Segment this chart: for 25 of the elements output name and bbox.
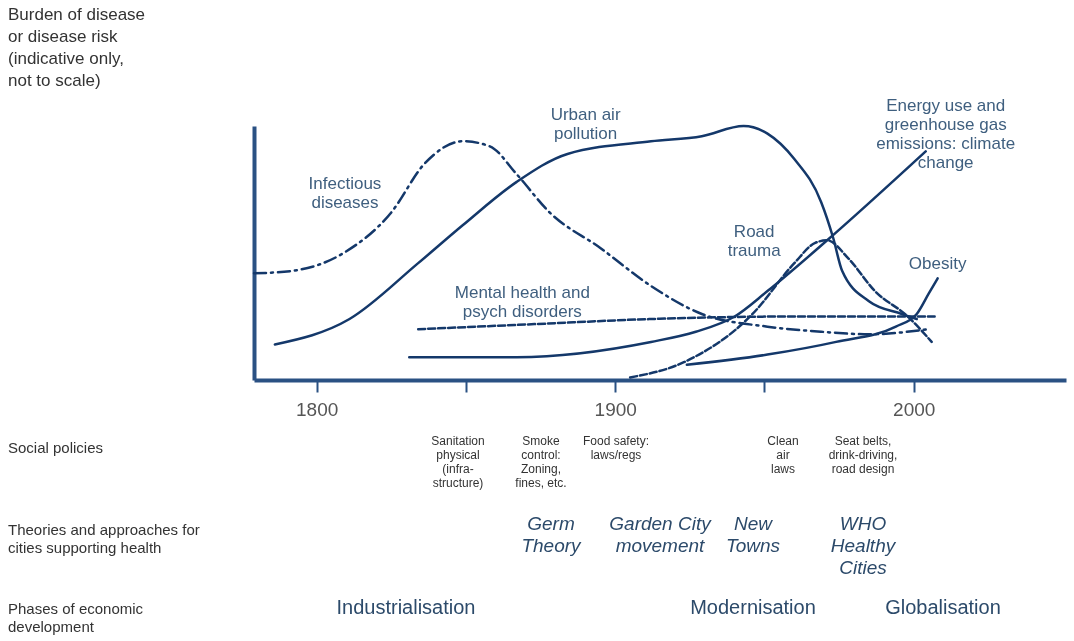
text: Sanitation physical (infra-structure) [431, 434, 485, 490]
series-label: Urban air pollution [550, 105, 621, 143]
series-label: Mental health and psych disorders [454, 282, 590, 321]
text: New Towns [725, 513, 781, 556]
text: Phases of economic development [8, 600, 144, 635]
text: Burden of disease or disease risk (indicative only, not to scale) [8, 5, 146, 90]
text: Germ Theory [521, 513, 583, 556]
text: Food safety: laws/regs [582, 434, 650, 462]
text: Modernisation [690, 596, 816, 618]
series-label: Infectious diseases [308, 174, 382, 213]
text: Clean air laws [767, 434, 799, 476]
text: Garden City movement [609, 513, 713, 556]
text: Theories and approaches for cities supporting health [8, 521, 200, 556]
series-label: Energy use and greenhouse gas emissions: climate change [876, 96, 1016, 173]
text: Smoke control: Zoning, fines, etc. [515, 434, 567, 490]
text: Globalisation [885, 596, 1001, 618]
text: WHO Healthy Cities [830, 513, 897, 578]
x-tick-label: 2000 [893, 398, 936, 420]
x-tick-label: 1800 [296, 398, 339, 420]
text: Seat belts, drink-driving, road design [828, 434, 898, 476]
series-label: Obesity [908, 254, 967, 274]
x-tick-label: 1900 [594, 398, 637, 420]
series-label: Road trauma [727, 222, 782, 261]
text: Social policies [8, 439, 104, 456]
text: Industrialisation [336, 596, 476, 618]
